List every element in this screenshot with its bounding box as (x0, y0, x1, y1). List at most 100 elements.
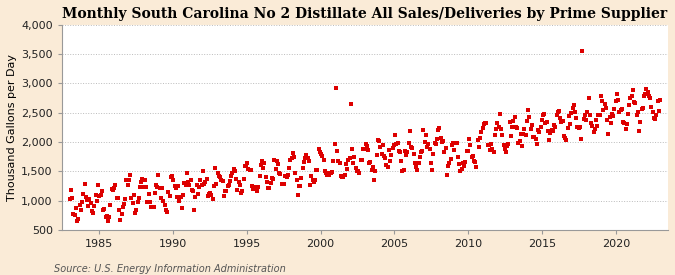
Point (471, 165, 482, 169)
Point (342, 167, 352, 172)
Point (302, 156, 313, 161)
Point (365, 160, 376, 164)
Point (94, 194, 105, 199)
Point (115, 218, 126, 222)
Point (67, 196, 78, 200)
Point (410, 165, 421, 169)
Point (296, 176, 307, 180)
Point (571, 116, 582, 120)
Point (185, 178, 196, 182)
Point (607, 111, 618, 116)
Point (132, 200, 143, 205)
Point (200, 180, 211, 184)
Point (516, 132, 526, 136)
Point (425, 161, 436, 165)
Point (421, 133, 431, 138)
Point (501, 150, 512, 155)
Point (587, 124, 597, 128)
Point (194, 185, 205, 189)
Point (512, 125, 522, 130)
Point (555, 115, 566, 120)
Point (361, 144, 372, 148)
Point (113, 208, 124, 213)
Point (652, 98, 663, 103)
Point (332, 148, 343, 153)
Point (279, 182, 290, 186)
Point (254, 174, 265, 178)
Point (472, 138, 483, 142)
Point (533, 127, 543, 132)
Point (151, 183, 161, 187)
Point (647, 109, 658, 114)
Point (486, 142, 497, 146)
Point (375, 144, 385, 149)
Point (240, 164, 250, 169)
Point (481, 121, 491, 125)
Point (483, 143, 494, 148)
Point (443, 163, 454, 168)
Point (155, 196, 166, 200)
Point (444, 161, 455, 165)
Point (219, 189, 230, 194)
Point (382, 165, 393, 170)
Point (525, 126, 536, 131)
Point (414, 155, 425, 160)
Point (73, 217, 84, 221)
Point (482, 143, 493, 147)
Point (86, 209, 97, 213)
Point (267, 176, 277, 180)
Point (65, 188, 76, 192)
Point (591, 117, 601, 122)
Point (120, 197, 131, 201)
Point (370, 169, 381, 173)
Point (346, 147, 357, 152)
Point (277, 182, 288, 186)
Point (190, 195, 201, 199)
Point (337, 175, 348, 179)
Point (240, 164, 251, 169)
Point (209, 184, 219, 189)
Point (304, 183, 315, 188)
Point (547, 129, 558, 134)
Point (514, 139, 525, 144)
Point (510, 125, 521, 129)
Point (389, 133, 400, 138)
Point (226, 174, 237, 179)
Point (467, 153, 478, 158)
Point (329, 142, 340, 147)
Point (649, 116, 659, 120)
Point (473, 145, 484, 150)
Point (489, 133, 500, 137)
Point (540, 121, 551, 126)
Point (578, 117, 589, 122)
Point (155, 186, 165, 190)
Point (389, 143, 400, 148)
Point (636, 107, 647, 111)
Point (301, 153, 312, 157)
Point (545, 131, 556, 135)
Point (164, 193, 175, 198)
Point (624, 103, 634, 108)
Point (297, 165, 308, 170)
Point (92, 183, 103, 188)
Point (580, 118, 591, 122)
Point (541, 120, 552, 124)
Point (589, 127, 600, 131)
Point (416, 150, 427, 155)
Point (261, 175, 271, 179)
Point (631, 113, 642, 117)
Point (319, 168, 330, 173)
Point (588, 130, 599, 134)
Point (317, 154, 328, 158)
Point (565, 122, 576, 126)
Point (379, 153, 389, 158)
Point (367, 168, 377, 173)
Point (640, 92, 651, 96)
Title: Monthly South Carolina No 2 Distillate All Sales/Deliveries by Prime Supplier: Monthly South Carolina No 2 Distillate A… (62, 7, 668, 21)
Point (343, 158, 354, 162)
Point (153, 172, 164, 177)
Point (316, 152, 327, 156)
Point (491, 126, 502, 131)
Point (495, 127, 506, 131)
Point (230, 169, 240, 173)
